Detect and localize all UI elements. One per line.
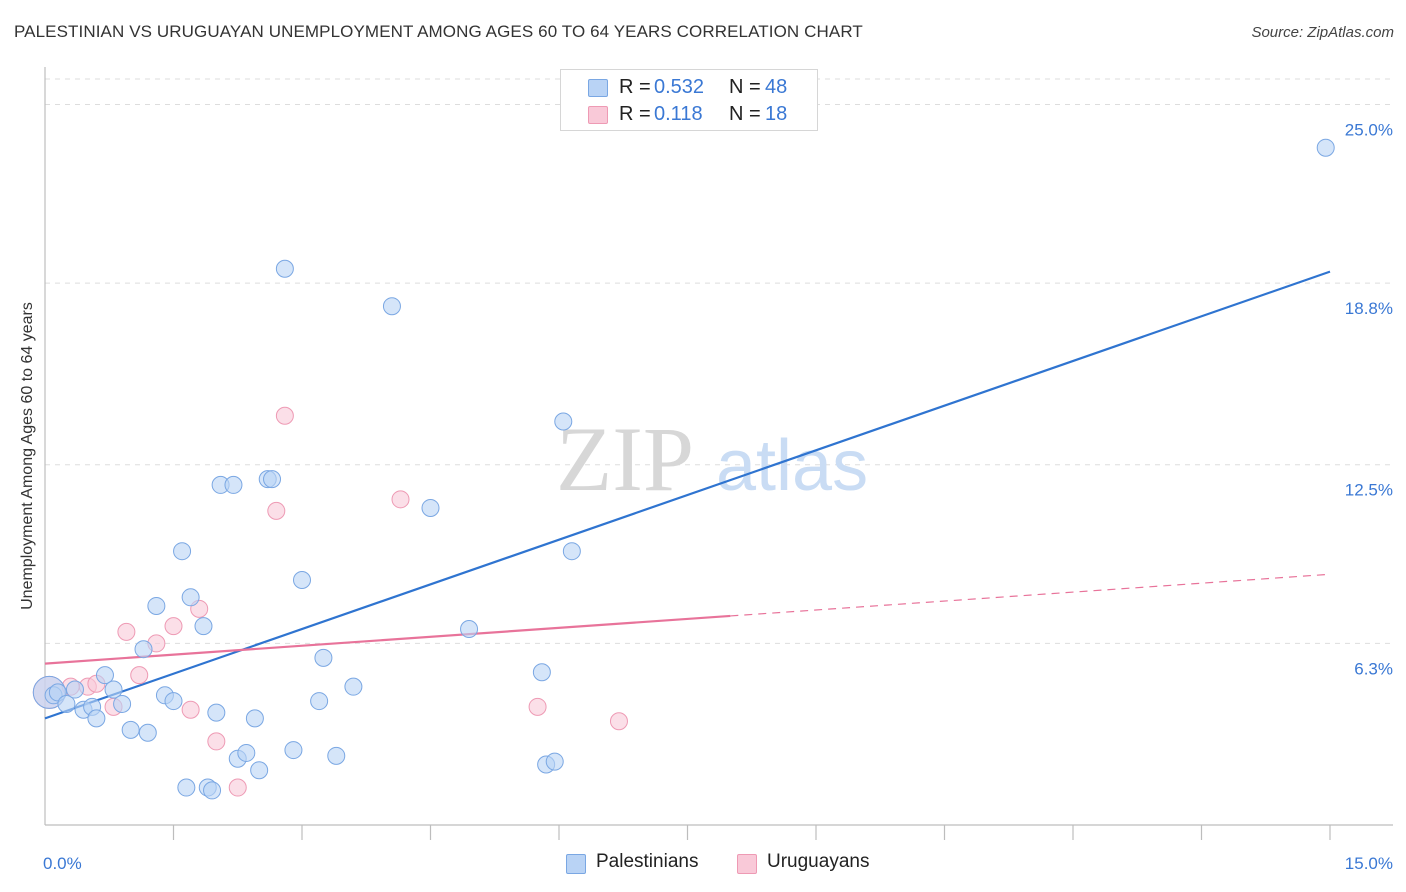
y-tick-label: 25.0%	[1345, 120, 1393, 139]
uruguayan-point	[609, 712, 628, 731]
palestinian-trend-line	[44, 270, 1331, 720]
palestinian-point	[263, 470, 282, 489]
x-tick-label-max: 15.0%	[1345, 854, 1393, 873]
watermark-atlas: atlas	[716, 426, 868, 506]
palestinian-point	[177, 778, 196, 797]
uruguayan-point	[130, 666, 149, 685]
y-tick-label: 6.3%	[1354, 659, 1393, 678]
palestinian-point	[532, 663, 551, 682]
uruguayan-point	[207, 732, 226, 751]
legend-swatch-pink	[588, 106, 608, 124]
uruguayan-point	[181, 700, 200, 719]
uruguayan-point	[528, 697, 547, 716]
uruguayan-point	[275, 406, 294, 425]
legend-label-uruguayans: Uruguayans	[767, 851, 870, 872]
palestinian-point	[382, 297, 401, 316]
palestinian-point	[284, 741, 303, 760]
palestinian-point	[327, 746, 346, 765]
palestinian-point	[250, 761, 269, 780]
y-tick-label: 12.5%	[1345, 481, 1393, 500]
trend-lines	[44, 270, 1331, 720]
data-points	[32, 138, 1335, 800]
palestinian-point	[344, 677, 363, 696]
watermark-zip: ZIP	[556, 408, 694, 510]
legend-r-value: 0.118	[654, 103, 703, 125]
legend-swatch-pink	[737, 854, 757, 874]
palestinian-point	[554, 412, 573, 431]
x-tick-label-min: 0.0%	[43, 854, 82, 873]
palestinian-point	[207, 703, 226, 722]
palestinian-point	[224, 475, 243, 494]
legend-row-uruguayans: R = 0.118 N = 18	[561, 102, 817, 128]
palestinian-point	[138, 723, 157, 742]
legend-n-value: 48	[765, 76, 788, 98]
legend-swatch-blue	[566, 854, 586, 874]
legend-n-value: 18	[765, 103, 788, 125]
x-tick-labels: 0.0% 15.0%	[43, 854, 1393, 873]
palestinian-point	[181, 588, 200, 607]
legend-n-label: N =	[729, 76, 761, 98]
legend-swatch-blue	[588, 79, 608, 97]
palestinian-point	[65, 680, 84, 699]
legend-r-label: R =	[619, 76, 651, 98]
uruguayan-trend-line-extension	[730, 573, 1331, 617]
legend-r-label: R =	[619, 103, 651, 125]
palestinian-point	[275, 259, 294, 278]
gridlines	[45, 78, 1393, 644]
palestinian-point	[1316, 138, 1335, 157]
source-label: Source: ZipAtlas.com	[1251, 24, 1394, 41]
uruguayan-point	[228, 778, 247, 797]
palestinian-point	[57, 694, 76, 713]
legend-r-value: 0.532	[654, 76, 705, 98]
palestinian-point	[421, 498, 440, 517]
chart-title: PALESTINIAN VS URUGUAYAN UNEMPLOYMENT AM…	[14, 22, 863, 41]
palestinian-point	[293, 571, 311, 590]
palestinian-point	[545, 752, 564, 771]
palestinian-point	[194, 617, 213, 636]
palestinian-point	[95, 666, 114, 685]
palestinian-point	[203, 781, 222, 800]
uruguayan-point	[117, 622, 136, 641]
palestinian-point	[121, 720, 140, 739]
legend-n-label: N =	[729, 103, 761, 125]
uruguayan-point	[267, 501, 286, 520]
palestinian-point	[87, 709, 106, 728]
palestinian-point	[164, 692, 183, 711]
uruguayan-point	[391, 490, 410, 509]
palestinian-point	[562, 542, 581, 561]
stats-legend: R = 0.532 N = 48 R = 0.118 N = 18	[560, 69, 818, 131]
palestinian-point	[104, 680, 123, 699]
palestinian-point	[147, 596, 166, 615]
palestinian-point	[460, 620, 479, 639]
y-tick-labels: 6.3% 12.5% 18.8% 25.0%	[1345, 120, 1393, 678]
palestinian-point	[113, 694, 132, 713]
legend-label-palestinians: Palestinians	[596, 851, 699, 872]
uruguayan-point	[164, 617, 183, 636]
uruguayan-trend-line	[44, 614, 731, 665]
palestinian-point	[310, 692, 329, 711]
palestinian-point	[245, 709, 264, 728]
palestinian-point	[237, 743, 256, 762]
palestinian-point	[314, 648, 333, 667]
palestinian-point	[134, 640, 153, 659]
legend-row-palestinians: R = 0.532 N = 48	[561, 75, 817, 101]
palestinian-point	[173, 542, 192, 561]
y-tick-label: 18.8%	[1345, 299, 1393, 318]
